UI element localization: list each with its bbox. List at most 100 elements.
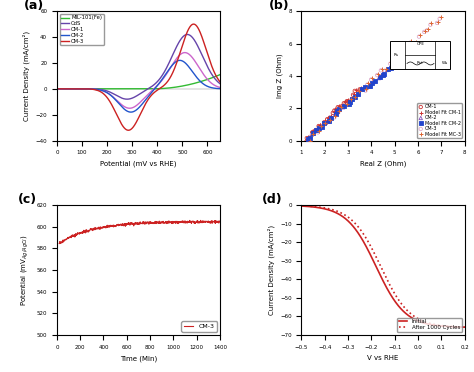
- CM-3: [337, 105, 344, 111]
- Y-axis label: Potential (mV$_{Ag/AgCl}$): Potential (mV$_{Ag/AgCl}$): [20, 234, 31, 306]
- CM-1: [323, 116, 331, 122]
- Initial: [421, 321, 427, 326]
- Model Fit CM-2: [318, 124, 326, 129]
- CM-2: [371, 79, 378, 85]
- MIL-101(Fe): [153, 87, 159, 91]
- Model Fit CM-2: [320, 120, 328, 126]
- Text: (b): (b): [269, 0, 290, 12]
- After 1000 Cycles: [328, 207, 333, 211]
- Model Fit CM-1: [352, 87, 359, 93]
- CM-2: [375, 75, 383, 81]
- CM-3: [64, 87, 70, 91]
- Model Fit CM-2: [315, 125, 322, 131]
- Model Fit MC-3: [356, 88, 363, 94]
- CM-2: [64, 87, 70, 91]
- Model Fit CM-2: [351, 94, 359, 100]
- Model Fit CM-2: [306, 135, 313, 141]
- X-axis label: V vs RHE: V vs RHE: [367, 355, 399, 361]
- Model Fit CM-1: [344, 97, 352, 103]
- CM-3: [395, 53, 402, 59]
- Legend: CM-3: CM-3: [182, 321, 217, 332]
- Model Fit CM-2: [379, 72, 386, 78]
- Model Fit CM-2: [312, 127, 320, 133]
- Model Fit CM-2: [384, 66, 392, 72]
- CM-3: [153, 89, 159, 93]
- CM-2: [308, 131, 316, 137]
- MIL-101(Fe): [54, 87, 60, 91]
- CM-1: [309, 129, 316, 135]
- CM-2: [339, 104, 347, 110]
- CM-2: [305, 136, 313, 142]
- CdS: [195, 44, 201, 48]
- Model Fit MC-3: [401, 50, 408, 56]
- Model Fit CM-1: [341, 99, 348, 105]
- Model Fit CM-1: [317, 122, 324, 128]
- CM-2: [217, 86, 223, 91]
- Model Fit CM-2: [371, 78, 379, 84]
- After 1000 Cycles: [408, 311, 413, 315]
- MIL-101(Fe): [64, 87, 70, 91]
- Initial: [373, 263, 378, 267]
- CM-3: [308, 132, 316, 138]
- CM-1: [343, 99, 350, 105]
- CM-2: [358, 87, 365, 93]
- CM-2: [367, 81, 375, 87]
- CdS: [149, 84, 155, 89]
- Model Fit CM-1: [321, 118, 329, 124]
- CM-1: [316, 124, 323, 129]
- CM-1: [306, 135, 313, 141]
- Model Fit CM-2: [335, 106, 343, 112]
- CM-1: [330, 108, 338, 113]
- Model Fit CM-2: [376, 74, 383, 80]
- After 1000 Cycles: [421, 319, 427, 324]
- CM-3: [343, 102, 350, 108]
- Model Fit CM-2: [328, 115, 335, 121]
- Model Fit MC-3: [335, 108, 343, 114]
- Model Fit CM-1: [331, 106, 339, 112]
- CM-1: [310, 129, 317, 135]
- CM-1: [158, 79, 164, 84]
- CM-1: [320, 119, 328, 125]
- X-axis label: Potential (mV vs RHE): Potential (mV vs RHE): [100, 161, 177, 167]
- Model Fit MC-3: [309, 131, 317, 137]
- CM-2: [360, 85, 368, 91]
- Model Fit MC-3: [378, 66, 386, 72]
- CdS: [54, 87, 60, 91]
- MIL-101(Fe): [178, 84, 183, 89]
- Line: After 1000 Cycles: After 1000 Cycles: [301, 206, 465, 327]
- Y-axis label: Img Z (Ohm): Img Z (Ohm): [276, 54, 283, 98]
- Model Fit CM-2: [348, 96, 356, 102]
- CM-3: [350, 95, 358, 101]
- Model Fit CM-2: [361, 84, 368, 90]
- CM-1: [333, 108, 340, 113]
- CM-1: [178, 52, 183, 57]
- CM-1: [322, 120, 330, 126]
- CM-2: [195, 76, 201, 81]
- Y-axis label: Current Density (mA/cm²): Current Density (mA/cm²): [22, 31, 30, 121]
- CM-3: [374, 72, 381, 78]
- CM-2: [366, 84, 374, 90]
- CM-3: [391, 56, 398, 62]
- Model Fit CM-1: [339, 102, 346, 108]
- Model Fit CM-2: [345, 101, 352, 107]
- Model Fit MC-3: [347, 96, 355, 102]
- Model Fit MC-3: [404, 44, 412, 50]
- Model Fit CM-1: [334, 106, 341, 112]
- CM-3: [377, 67, 385, 73]
- Model Fit MC-3: [428, 20, 435, 26]
- Line: CM-1: CM-1: [57, 52, 220, 108]
- CM-1: [351, 88, 358, 94]
- Model Fit CM-1: [304, 137, 311, 143]
- Model Fit MC-3: [421, 28, 429, 33]
- Model Fit CM-2: [332, 111, 339, 117]
- Model Fit CM-1: [324, 115, 332, 121]
- Model Fit MC-3: [416, 32, 424, 38]
- CM-2: [311, 128, 319, 134]
- X-axis label: Time (Min): Time (Min): [120, 355, 157, 362]
- CM-1: [340, 100, 347, 106]
- Initial: [395, 302, 401, 307]
- CdS: [158, 75, 164, 80]
- Legend: MIL-101(Fe), CdS, CM-1, CM-2, CM-3: MIL-101(Fe), CdS, CM-1, CM-2, CM-3: [60, 14, 104, 45]
- Model Fit MC-3: [396, 51, 403, 57]
- MIL-101(Fe): [194, 80, 200, 85]
